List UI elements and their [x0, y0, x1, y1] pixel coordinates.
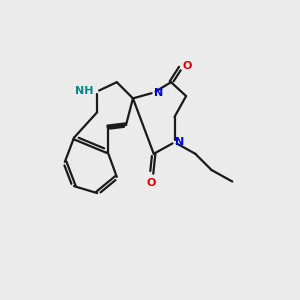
Text: N: N: [154, 88, 163, 98]
Text: N: N: [175, 137, 184, 147]
Text: O: O: [183, 61, 192, 71]
Text: NH: NH: [75, 86, 94, 96]
Text: O: O: [147, 178, 156, 188]
